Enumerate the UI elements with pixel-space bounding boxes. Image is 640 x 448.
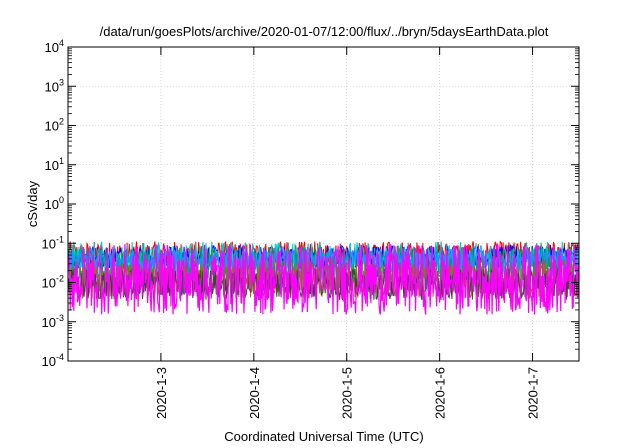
x-tick-label: 2020-1-7 — [526, 367, 541, 419]
x-tick-label: 2020-1-3 — [154, 367, 169, 419]
y-tick-base: 10 — [45, 158, 59, 173]
y-tick-base: 10 — [42, 354, 56, 369]
y-tick-label: 10-4 — [42, 352, 64, 369]
series-line-8 — [67, 242, 580, 315]
y-tick-exponent: 3 — [59, 77, 64, 87]
y-tick-label: 101 — [45, 156, 64, 173]
y-tick-base: 10 — [45, 40, 59, 55]
y-tick-exponent: -4 — [56, 352, 64, 362]
x-axis-label: Coordinated Universal Time (UTC) — [224, 429, 423, 444]
y-axis-label: cSv/day — [25, 180, 40, 227]
y-tick-base: 10 — [45, 119, 59, 134]
y-tick-base: 10 — [45, 79, 59, 94]
y-tick-exponent: 2 — [59, 117, 64, 127]
y-tick-label: 102 — [45, 117, 64, 134]
chart-title: /data/run/goesPlots/archive/2020-01-07/1… — [100, 24, 549, 39]
y-tick-exponent: -3 — [56, 313, 64, 323]
x-tick-label: 2020-1-5 — [340, 367, 355, 419]
x-tick-label: 2020-1-4 — [247, 367, 262, 419]
y-tick-exponent: 0 — [59, 195, 64, 205]
x-tick-label: 2020-1-6 — [433, 367, 448, 419]
y-tick-base: 10 — [42, 276, 56, 291]
grid-lines — [68, 46, 579, 362]
y-tick-exponent: 1 — [59, 156, 64, 166]
y-tick-label: 10-1 — [42, 234, 64, 251]
y-tick-exponent: 4 — [59, 38, 64, 48]
y-tick-label: 103 — [45, 77, 64, 94]
y-tick-exponent: -1 — [56, 234, 64, 244]
x-axis-ticks: 2020-1-3 2020-1-4 2020-1-5 2020-1-6 2020-1-7 — [154, 47, 541, 419]
y-tick-label: 100 — [45, 195, 64, 212]
y-tick-label: 104 — [45, 38, 64, 55]
y-tick-base: 10 — [42, 236, 56, 251]
y-tick-exponent: -2 — [56, 274, 64, 284]
y-tick-base: 10 — [42, 315, 56, 330]
y-tick-label: 10-2 — [42, 274, 64, 291]
y-tick-base: 10 — [45, 197, 59, 212]
y-tick-label: 10-3 — [42, 313, 64, 330]
series-group — [67, 240, 580, 315]
